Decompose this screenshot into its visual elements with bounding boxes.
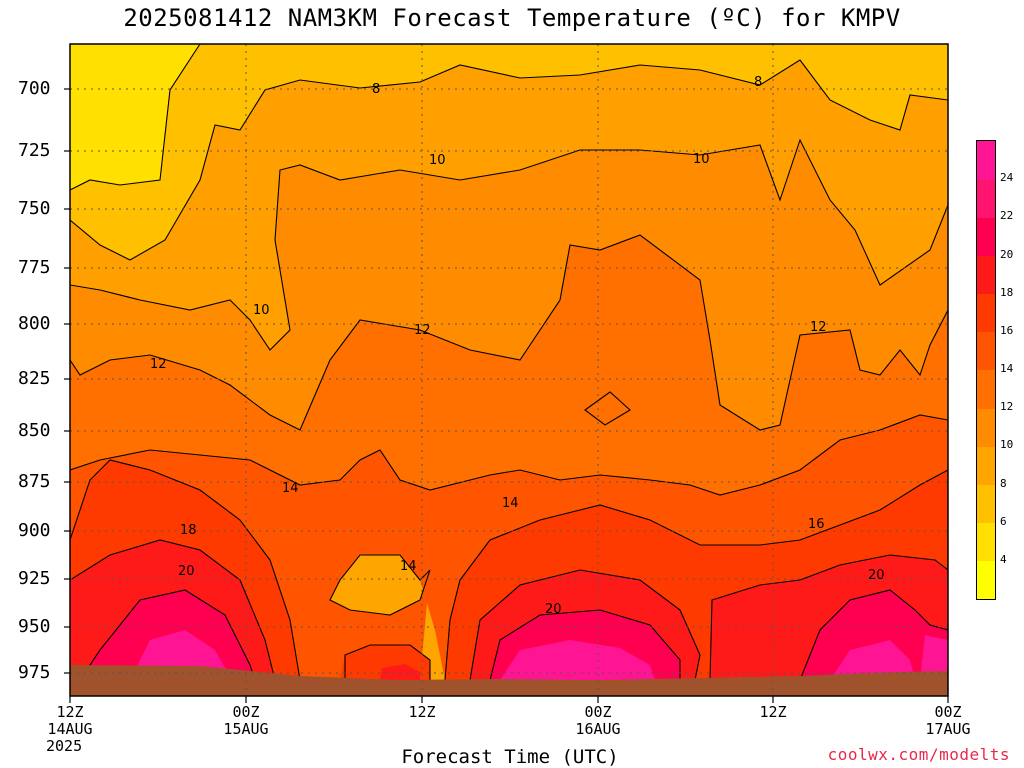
x-axis-title: Forecast Time (UTC) <box>401 746 619 768</box>
band-8-10 <box>70 44 948 260</box>
colorbar-segment <box>977 408 995 447</box>
colorbar-segment <box>977 331 995 371</box>
y-tick-label: 975 <box>18 662 51 683</box>
colorbar-segment <box>977 141 995 180</box>
band-14-16 <box>70 235 948 495</box>
contour-labels: 8 8 10 10 10 12 12 12 14 14 14 16 18 20 … <box>150 75 885 617</box>
credit-link[interactable]: coolwx.com/modelts <box>827 745 1010 764</box>
x-tick-label: 12Z 14AUG 2025 <box>46 703 93 755</box>
colorbar-label: 8 <box>1000 476 1007 490</box>
contour-label: 12 <box>810 320 827 335</box>
contour-label: 12 <box>150 357 167 372</box>
x-tick-label: 00Z 17AUG <box>925 703 971 738</box>
colorbar-segment <box>977 217 995 256</box>
colorbar-segment <box>977 522 995 562</box>
contour-label: 10 <box>429 153 446 168</box>
y-tick-label: 825 <box>18 368 51 389</box>
y-tick-label: 750 <box>18 198 51 219</box>
contour-label: 12 <box>414 323 431 338</box>
contour-label: 14 <box>502 496 519 511</box>
colorbar-segment <box>977 255 995 295</box>
colorbar-label: 16 <box>1000 323 1014 337</box>
colorbar-segment <box>977 484 995 524</box>
band-below-8 <box>70 44 200 190</box>
plot-frame <box>69 43 949 697</box>
contour-label: 20 <box>545 602 562 617</box>
band-24-plus <box>130 630 948 680</box>
colorbar-segment <box>977 179 995 218</box>
colorbar-label: 24 <box>1000 171 1014 185</box>
band-20-22 <box>70 540 948 680</box>
y-tick-label: 725 <box>18 140 51 161</box>
contour-label: 8 <box>754 75 762 90</box>
colorbar-label: 4 <box>1000 552 1007 566</box>
y-tick-label: 775 <box>18 257 51 278</box>
temperature-fill <box>70 44 948 696</box>
contour-label: 18 <box>180 523 197 538</box>
contour-label: 8 <box>372 82 380 97</box>
x-tick-label: 12Z <box>759 703 787 721</box>
x-tick-label: 00Z 16AUG <box>575 703 621 738</box>
x-tick-label: 12Z <box>408 703 436 721</box>
band-10-12 <box>70 60 948 350</box>
colorbar-segment <box>977 446 995 485</box>
colorbar-label: 10 <box>1000 438 1014 452</box>
chart-title: 2025081412 NAM3KM Forecast Temperature (… <box>123 4 901 32</box>
y-tick-label: 900 <box>18 520 51 541</box>
contour-label: 14 <box>282 481 299 496</box>
colorbar <box>976 140 996 600</box>
contour-label: 16 <box>808 517 825 532</box>
y-tick-label: 950 <box>18 616 51 637</box>
contour-label: 14 <box>400 559 417 574</box>
axis-ticks <box>64 88 949 703</box>
colorbar-label: 6 <box>1000 514 1007 528</box>
y-tick-label: 875 <box>18 471 51 492</box>
colorbar-label: 20 <box>1000 247 1014 261</box>
contour-label: 20 <box>178 564 195 579</box>
y-tick-label: 800 <box>18 313 51 334</box>
band-22-plus <box>80 590 948 680</box>
colorbar-segment <box>977 560 995 600</box>
band-16-18 <box>70 415 948 680</box>
y-tick-label: 700 <box>18 78 51 99</box>
colorbar-label: 18 <box>1000 285 1014 299</box>
colorbar-label: 14 <box>1000 362 1014 375</box>
colorbar-segment <box>977 293 995 333</box>
colorbar-label: 22 <box>1000 209 1014 223</box>
contour-label: 10 <box>253 303 270 318</box>
contour-lines <box>70 44 948 681</box>
contour-label: 10 <box>693 152 710 167</box>
y-tick-label: 850 <box>18 420 51 441</box>
x-tick-label: 00Z 15AUG <box>223 703 269 738</box>
colorbar-segment <box>977 370 995 409</box>
colorbar-label: 12 <box>1000 400 1014 414</box>
band-12-14 <box>70 140 948 430</box>
ground-surface <box>70 665 948 696</box>
contour-label: 20 <box>868 568 885 583</box>
y-tick-label: 925 <box>18 568 51 589</box>
